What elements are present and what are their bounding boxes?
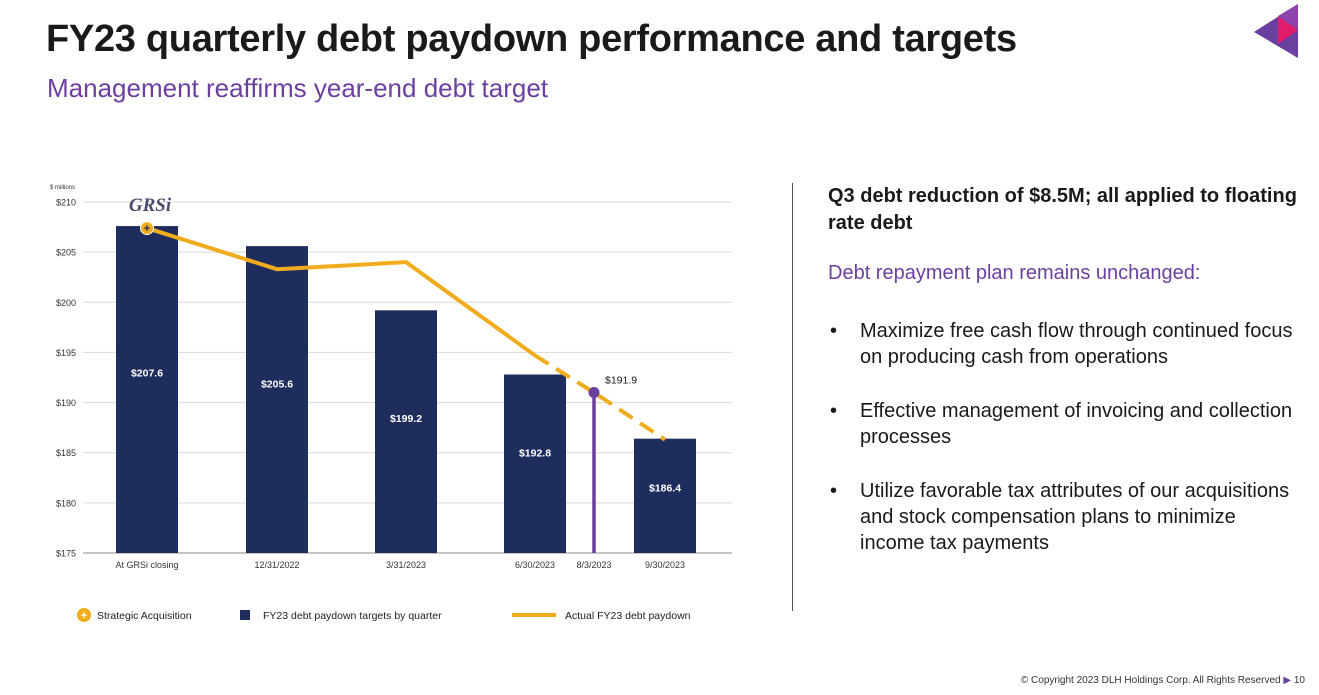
- legend-acquisition-symbol: +: [81, 610, 87, 622]
- bar: [375, 310, 437, 553]
- bar-value-label: $186.4: [649, 482, 681, 494]
- panel-divider: [792, 183, 793, 611]
- grsi-logo: GRSi: [129, 195, 172, 216]
- bar: [504, 374, 566, 553]
- marker-point: [588, 387, 600, 399]
- legend-acquisition-label: Strategic Acquisition: [97, 610, 192, 622]
- x-tick-label: 3/31/2023: [386, 560, 426, 570]
- legend-bar-label: FY23 debt paydown targets by quarter: [263, 610, 442, 622]
- bullet-text: Utilize favorable tax attributes of our …: [860, 480, 1290, 554]
- y-axis-unit-label: $ millions: [50, 185, 75, 191]
- bullet-symbol: •: [830, 320, 838, 342]
- projected-paydown-line: [533, 353, 667, 442]
- y-tick-label: $200: [56, 298, 76, 308]
- y-tick-label: $205: [56, 248, 76, 258]
- bar-value-label: $199.2: [390, 413, 422, 425]
- repayment-plan-subheading: Debt repayment plan remains unchanged:: [828, 262, 1201, 284]
- x-tick-label: 12/31/2022: [254, 560, 299, 570]
- legend-acquisition-icon: [77, 608, 91, 622]
- legend-bar-swatch: [240, 610, 250, 620]
- y-tick-label: $180: [56, 498, 76, 508]
- debt-paydown-chart: $ millions $175 $180 $185 $190 $195 $200 $205 $2…: [50, 185, 732, 622]
- bar: [116, 226, 178, 553]
- x-tick-label: 8/3/2023: [576, 560, 611, 570]
- x-tick-label: At GRSi closing: [115, 560, 178, 570]
- bar: [634, 438, 696, 553]
- x-tick-label: 9/30/2023: [645, 560, 685, 570]
- bullet-item: • Utilize favorable tax attributes of our…: [828, 478, 1298, 556]
- copyright-text: © Copyright 2023 DLH Holdings Corp. All …: [1020, 675, 1281, 686]
- arrow-icon: ▶: [1283, 675, 1292, 686]
- y-tick-label: $190: [56, 398, 76, 408]
- bullet-text: Maximize free cash flow through continue…: [860, 320, 1293, 368]
- page-number: 10: [1293, 675, 1305, 686]
- y-tick-label: $185: [56, 448, 76, 458]
- q3-reduction-heading: Q3 debt reduction of $8.5M; all applied …: [828, 185, 1297, 234]
- bullet-symbol: •: [830, 480, 838, 502]
- footer: © Copyright 2023 DLH Holdings Corp. All …: [1021, 675, 1305, 686]
- bar-value-label: $207.6: [131, 367, 163, 379]
- bullet-symbol: •: [830, 400, 838, 422]
- repayment-bullets: • Maximize free cash flow through continu…: [828, 318, 1298, 584]
- legend-line-label: Actual FY23 debt paydown: [565, 610, 691, 622]
- bullet-item: • Maximize free cash flow through continu…: [828, 318, 1298, 370]
- company-logo: [1254, 4, 1298, 58]
- marker-value-label: $191.9: [605, 375, 637, 387]
- x-tick-label: 6/30/2023: [515, 560, 555, 570]
- page-subtitle: Management reaffirms year-end debt targe…: [47, 73, 549, 103]
- acquisition-marker: [140, 221, 154, 236]
- bullet-item: • Effective management of invoicing and c…: [828, 398, 1298, 450]
- y-tick-label: $210: [56, 198, 76, 208]
- bar: [246, 246, 308, 553]
- bar-value-label: $205.6: [261, 378, 293, 390]
- bar-value-label: $192.8: [519, 448, 551, 460]
- acquisition-plus-symbol: +: [144, 223, 150, 235]
- actual-paydown-line: [146, 226, 537, 358]
- bullet-text: Effective management of invoicing and co…: [860, 400, 1293, 448]
- y-tick-label: $175: [56, 549, 76, 559]
- y-tick-label: $195: [56, 348, 76, 358]
- page-title: FY23 quarterly debt paydown performance …: [46, 18, 1017, 60]
